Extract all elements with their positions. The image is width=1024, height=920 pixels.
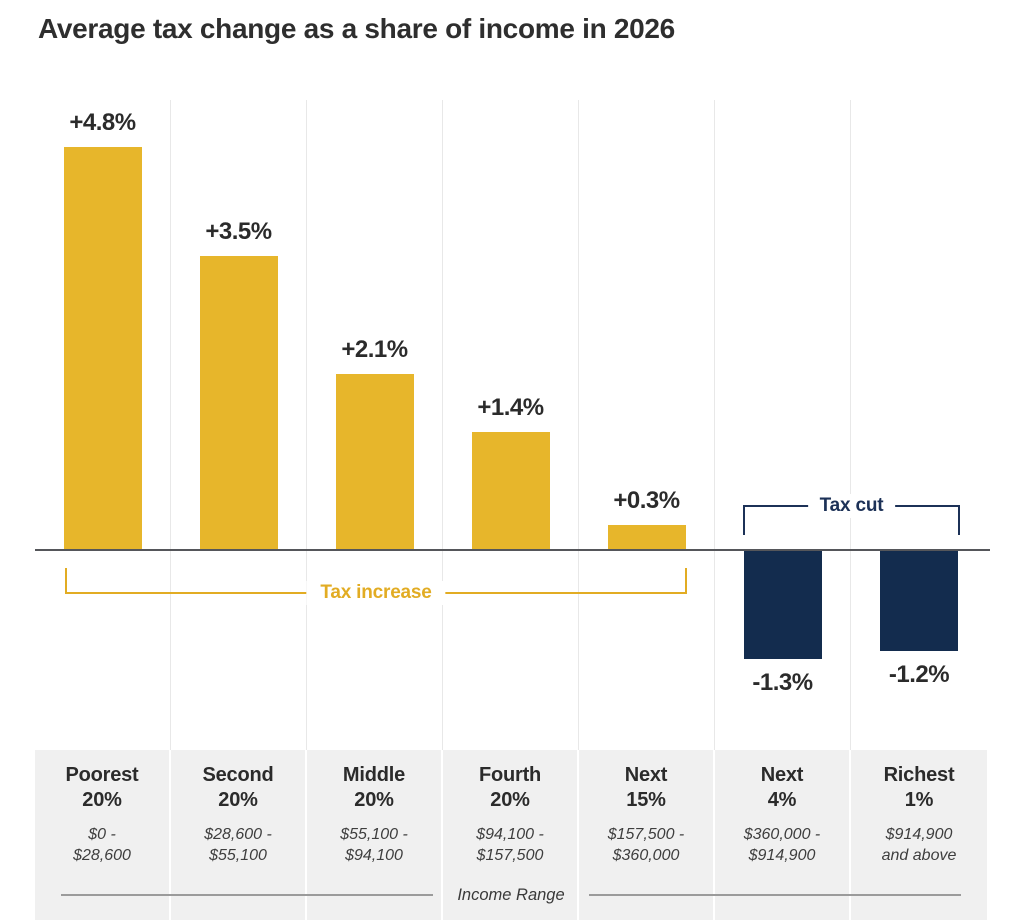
income-range-axis-row: Income Range xyxy=(35,884,987,906)
bar-value-label: +3.5% xyxy=(205,218,272,245)
category-income-range: $0 - $28,600 xyxy=(73,826,131,864)
category-name: Fourth 20% xyxy=(478,764,542,811)
column-second-20: +3.5% xyxy=(171,100,307,750)
zero-axis-line xyxy=(35,549,990,551)
column-fourth-20: +1.4% xyxy=(443,100,579,750)
column-richest-1: -1.2% xyxy=(851,100,987,750)
bar-value-label: -1.2% xyxy=(888,661,950,688)
bar-value-label: +1.4% xyxy=(477,394,544,421)
page-title: Average tax change as a share of income … xyxy=(38,13,675,44)
column-next-15: +0.3% xyxy=(579,100,715,750)
category-name: Second 20% xyxy=(202,764,274,811)
column-next-4: -1.3% xyxy=(715,100,851,750)
bar xyxy=(608,525,686,550)
category-cell: Second 20% $28,600 - $55,100 xyxy=(171,750,307,920)
category-income-range: $55,100 - $94,100 xyxy=(340,826,408,864)
category-income-range: $360,000 - $914,900 xyxy=(743,826,821,864)
category-label-band: Poorest 20% $0 - $28,600 Second 20% $28,… xyxy=(35,750,987,920)
tax-increase-label: Tax increase xyxy=(306,581,446,605)
bar xyxy=(336,374,414,550)
category-name: Next 15% xyxy=(624,764,668,811)
tax-cut-label: Tax cut xyxy=(807,494,896,518)
category-income-range: $157,500 - $360,000 xyxy=(607,826,685,864)
income-range-axis-label: Income Range xyxy=(457,885,565,904)
bar-value-label: +2.1% xyxy=(341,336,408,363)
axis-rule-left xyxy=(61,894,434,896)
category-income-range: $94,100 - $157,500 xyxy=(476,826,544,864)
column-middle-20: +2.1% xyxy=(307,100,443,750)
category-cell: Middle 20% $55,100 - $94,100 xyxy=(307,750,443,920)
category-name: Richest 1% xyxy=(883,764,955,811)
category-name: Next 4% xyxy=(760,764,804,811)
tax-increase-bracket: Tax increase xyxy=(65,568,687,605)
category-name: Middle 20% xyxy=(342,764,406,811)
category-name: Poorest 20% xyxy=(65,764,139,811)
bar-value-label: -1.3% xyxy=(752,669,813,696)
category-cell: Richest 1% $914,900 and above xyxy=(851,750,987,920)
category-cell: Poorest 20% $0 - $28,600 xyxy=(35,750,171,920)
bar-value-label: +0.3% xyxy=(613,487,680,514)
axis-rule-right xyxy=(588,894,962,896)
tax-cut-bracket: Tax cut xyxy=(743,494,960,535)
bar xyxy=(200,256,278,550)
bar xyxy=(64,147,142,550)
bar-value-label: +4.8% xyxy=(69,109,136,136)
chart-plot: +4.8% +3.5% +2.1% +1.4% +0.3% -1.3% -1.2… xyxy=(35,100,987,750)
category-cell: Next 4% $360,000 - $914,900 xyxy=(715,750,851,920)
column-poorest-20: +4.8% xyxy=(35,100,171,750)
category-cell: Fourth 20% $94,100 - $157,500 xyxy=(443,750,579,920)
category-income-range: $914,900 and above xyxy=(881,826,957,864)
category-income-range: $28,600 - $55,100 xyxy=(204,826,272,864)
category-cell: Next 15% $157,500 - $360,000 xyxy=(579,750,715,920)
bar xyxy=(880,550,958,651)
bar xyxy=(472,432,550,550)
bar xyxy=(744,550,822,659)
